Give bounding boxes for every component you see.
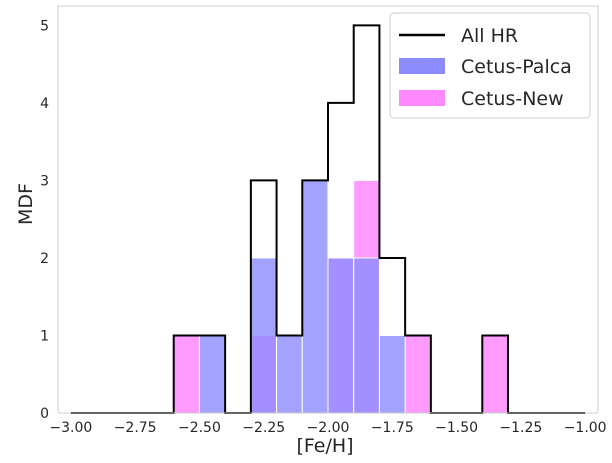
cetus-palca-bar-7 [250,257,278,414]
x-tick-label: −3.00 [49,420,92,436]
cetus-palca-bar-10 [327,257,355,414]
cetus-palca-bar-9 [301,179,329,414]
y-tick-label: 1 [40,328,49,344]
y-tick-label: 5 [40,18,49,34]
y-tick-label: 2 [40,251,49,267]
x-tick-labels: −3.00 −2.75 −2.50 −2.25 −2.00 −1.75 −1.50 −1.25… [49,420,606,436]
y-tick-label: 3 [40,173,49,189]
x-tick-label: −1.75 [371,420,414,436]
cetus-palca-bar-8 [276,334,303,414]
x-tick-label: −2.25 [242,420,285,436]
cetus-new-bar-4 [173,334,200,414]
legend: All HR Cetus-Palca Cetus-New [389,12,591,119]
x-tick-label: −1.50 [435,420,478,436]
legend-label: Cetus-New [461,88,564,110]
cetus-new-bar-13 [404,334,432,414]
cetus-palca-bar-5 [198,334,226,414]
x-tick-label: −2.75 [114,420,157,436]
x-tick-label: −2.50 [178,420,221,436]
y-axis-label: MDF [15,183,37,225]
cetus-palca-bar-11 [353,257,380,414]
x-axis-label: [Fe/H] [296,435,353,457]
cetus-palca-bar-12 [378,334,406,414]
y-tick-labels: 0 1 2 3 4 5 [40,18,49,422]
plot-frame [57,5,599,414]
legend-label: Cetus-Palca [461,56,572,78]
x-tick-label: −1.00 [564,420,607,436]
y-tick-label: 4 [40,96,49,112]
x-tick-label: −1.25 [499,420,542,436]
legend-swatch-cetus-new [399,90,445,106]
y-tick-label: 0 [40,406,49,422]
all-hr-step-layer [70,24,586,414]
legend-label: All HR [461,25,518,47]
legend-swatch-cetus-palca [399,58,445,74]
cetus-palca-bars [198,179,406,414]
cetus-new-bar-16 [481,334,509,414]
x-tick-label: −2.00 [307,420,350,436]
all-hr-step-line [70,24,586,414]
